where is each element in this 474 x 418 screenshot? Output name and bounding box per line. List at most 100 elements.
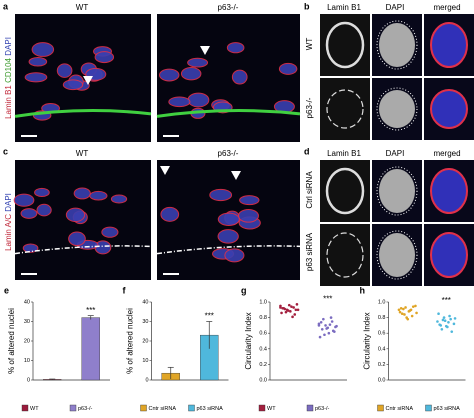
bar <box>81 317 100 381</box>
nucleus <box>22 243 39 253</box>
nucleus <box>430 89 468 129</box>
arrowhead <box>200 46 210 55</box>
significance: *** <box>205 312 214 321</box>
legend-label: Cntr siRNA <box>149 406 177 412</box>
outline <box>376 20 418 70</box>
data-point <box>400 312 404 316</box>
y-tick-label: 0.4 <box>378 346 386 352</box>
column-title: DAPI <box>386 3 405 12</box>
error-bar <box>206 321 213 349</box>
nucleus <box>168 96 191 108</box>
panel-label: b <box>304 1 310 11</box>
nucleus <box>89 190 108 201</box>
data-point <box>322 317 325 321</box>
data-point <box>403 313 406 316</box>
panel-label: h <box>360 285 366 295</box>
nucleus <box>209 188 233 202</box>
micrograph <box>320 14 370 76</box>
data-point <box>320 328 324 331</box>
nucleus <box>56 63 73 78</box>
nucleus <box>13 193 35 207</box>
nucleus <box>94 51 115 64</box>
data-point <box>444 324 448 328</box>
data-point <box>450 330 454 333</box>
data-point <box>437 312 440 316</box>
data-point <box>317 324 321 327</box>
significance: *** <box>323 294 332 303</box>
error-bar <box>87 315 94 320</box>
data-point <box>335 324 338 328</box>
data-point <box>293 313 297 316</box>
arrowhead <box>83 76 93 85</box>
panel-label: g <box>241 285 247 295</box>
y-tick-label: 0.8 <box>378 315 386 321</box>
data-point <box>410 314 414 318</box>
legend-swatch <box>69 404 77 412</box>
nucleus <box>110 194 128 204</box>
data-point <box>281 306 284 310</box>
y-tick-label: 0.6 <box>378 331 386 337</box>
y-tick-label: 0 <box>145 377 148 383</box>
legend-swatch <box>258 404 266 412</box>
data-point <box>328 323 332 326</box>
y-axis-label: Circularity Index <box>363 312 372 369</box>
nucleus <box>379 23 415 67</box>
nucleus <box>430 168 468 214</box>
data-point <box>440 328 444 331</box>
nucleus <box>36 203 52 217</box>
nucleus <box>62 79 84 91</box>
data-point <box>290 305 293 308</box>
data-point <box>398 310 402 314</box>
panel-label: a <box>3 1 9 11</box>
data-point <box>319 320 323 324</box>
legend-label: p63 siRNA <box>197 406 224 412</box>
column-title: p63-/- <box>218 149 239 158</box>
legend-label: p63-/- <box>315 406 330 412</box>
outline <box>376 166 418 216</box>
data-point <box>452 322 456 326</box>
legend-label: WT <box>267 406 276 412</box>
data-point <box>411 305 415 308</box>
error-bar <box>49 378 56 380</box>
y-tick-label: 0.8 <box>259 315 267 321</box>
data-point <box>330 320 334 323</box>
y-tick-label: 20 <box>24 338 30 344</box>
data-point <box>327 331 331 335</box>
nucleus <box>187 92 210 108</box>
panel-label: f <box>123 285 127 295</box>
nucleus <box>239 195 260 206</box>
y-tick-label: 0.0 <box>259 377 267 383</box>
data-point <box>329 316 333 319</box>
nucleus <box>180 66 202 81</box>
data-point <box>324 324 327 327</box>
data-point <box>318 335 322 339</box>
nucleus <box>237 208 259 223</box>
y-axis-label: Circularity Index <box>244 312 253 369</box>
row-title: p63 siRNA <box>305 232 314 271</box>
y-tick-label: 40 <box>142 299 148 305</box>
legend-label: WT <box>30 406 39 412</box>
y-tick-label: 30 <box>142 319 148 325</box>
nucleus <box>31 42 55 57</box>
y-tick-label: 1.0 <box>259 299 267 305</box>
data-point <box>453 317 457 320</box>
stain-label: Lamin B1 CD104 DAPI <box>4 37 13 119</box>
micrographs <box>13 14 474 286</box>
data-point <box>447 320 450 324</box>
nucleus <box>217 212 240 226</box>
data-point <box>286 309 290 312</box>
nucleus <box>34 187 50 198</box>
nuclear-lamina <box>325 167 365 215</box>
column-title: WT <box>76 149 89 158</box>
micrograph <box>320 224 370 286</box>
data-point <box>449 317 452 321</box>
nucleus <box>20 208 38 219</box>
nucleus <box>101 226 119 238</box>
y-tick-label: 0.0 <box>378 377 386 383</box>
nucleus <box>379 169 415 213</box>
micrograph <box>320 160 370 222</box>
nucleus <box>379 233 415 277</box>
panel-label: e <box>4 285 9 295</box>
legend-swatch <box>306 404 314 412</box>
